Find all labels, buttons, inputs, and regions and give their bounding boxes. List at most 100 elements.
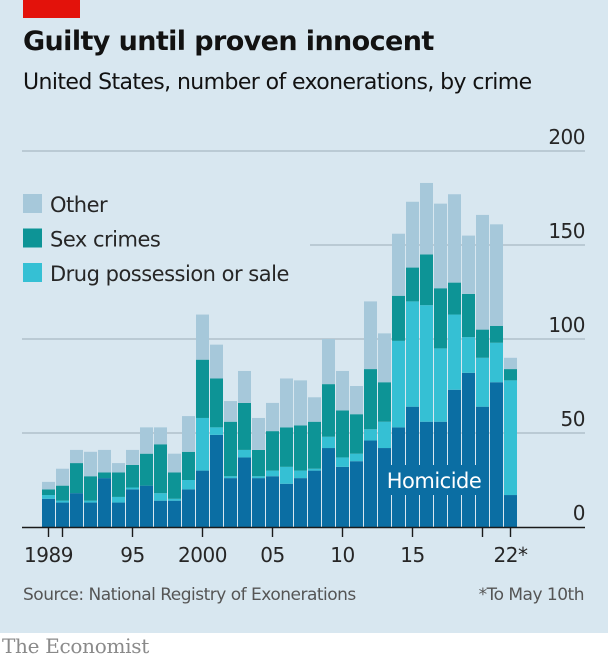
bar-segment-drug-2020	[476, 357, 489, 407]
footnote: *To May 10th	[478, 585, 585, 605]
bar-segment-drug-2017	[434, 348, 447, 422]
bar-segment-sex-2013	[378, 382, 391, 422]
bar-segment-sex-1993	[98, 472, 111, 479]
bar-segment-sex-2020	[476, 329, 489, 358]
bar-segment-sex-2016	[420, 254, 433, 306]
bar-segment-sex-1992	[84, 476, 97, 501]
bar-2016	[420, 182, 433, 527]
bar-segment-sex-2014	[392, 295, 405, 341]
bar-segment-sex-2009	[322, 384, 335, 437]
bar-2005	[266, 402, 279, 527]
bar-segment-homicide-2005	[266, 476, 279, 527]
bar-segment-homicide-1997	[154, 500, 167, 527]
bar-segment-homicide-1993	[98, 478, 111, 527]
bar-2000	[196, 314, 209, 527]
bar-segment-other-2016	[420, 182, 433, 255]
bar-segment-sex-1997	[154, 444, 167, 494]
bar-segment-other-1990	[56, 468, 69, 486]
legend-swatch-sex	[23, 228, 42, 248]
bar-segment-drug-2006	[280, 466, 293, 484]
bar-segment-sex-2004	[252, 449, 265, 477]
bar-segment-homicide-2019	[462, 372, 475, 527]
bar-segment-drug-2013	[378, 421, 391, 449]
bar-segment-other-1997	[154, 427, 167, 445]
bar-segment-other-2011	[350, 386, 363, 415]
bar-segment-drug-2000	[196, 417, 209, 471]
bar-segment-homicide-1994	[112, 502, 125, 527]
bar-segment-drug-2007	[294, 470, 307, 479]
bar-segment-drug-1994	[112, 496, 125, 503]
homicide-label: Homicide	[387, 469, 482, 493]
y-tick-label-0: 0	[573, 501, 585, 525]
bar-segment-sex-1989	[42, 489, 55, 496]
bar-segment-other-2003	[238, 370, 251, 403]
bar-segment-other-2009	[322, 339, 335, 385]
bar-segment-drug-1997	[154, 493, 167, 501]
y-tick-label-100: 100	[548, 313, 585, 337]
brand-red-tag	[23, 0, 80, 18]
y-axis-labels: 0 50 100 150 200	[548, 125, 585, 525]
bar-segment-other-2013	[378, 333, 391, 383]
bar-segment-other-2004	[252, 417, 265, 450]
x-tick-label-2010: 10	[330, 543, 354, 567]
bar-segment-sex-1996	[140, 453, 153, 486]
bar-segment-sex-2005	[266, 431, 279, 471]
x-tick-label-2015: 15	[400, 543, 424, 567]
x-axis	[22, 526, 585, 537]
bar-1999	[182, 416, 195, 527]
bar-segment-other-1991	[70, 449, 83, 464]
x-tick-label-1989: 1989	[24, 543, 73, 567]
bar-segment-other-2020	[476, 214, 489, 330]
bar-segment-drug-1995	[126, 487, 139, 490]
source-note: Source: National Registry of Exoneration…	[23, 585, 356, 605]
bar-segment-other-2005	[266, 402, 279, 432]
x-tick-label-2022: 22*	[494, 543, 528, 567]
bar-segment-homicide-2006	[280, 483, 293, 527]
bar-segment-homicide-2022	[504, 495, 517, 527]
bar-1991	[70, 449, 83, 527]
bar-segment-homicide-1992	[84, 502, 97, 527]
bar-segment-other-2006	[280, 378, 293, 428]
bar-segment-drug-1989	[42, 495, 55, 499]
stacked-bar-chart: 0 50 100 150 200 Homicide 1989 95 2000 05 10 15 22…	[22, 125, 586, 567]
bar-segment-homicide-2004	[252, 478, 265, 527]
bar-segment-drug-2001	[210, 427, 223, 435]
bar-segment-drug-2012	[364, 429, 377, 441]
bar-segment-homicide-2008	[308, 470, 321, 527]
bar-segment-homicide-2011	[350, 461, 363, 527]
bar-segment-homicide-1990	[56, 502, 69, 527]
bar-segment-homicide-2000	[196, 470, 209, 527]
bar-segment-sex-2000	[196, 359, 209, 418]
bar-2001	[210, 344, 223, 527]
bar-1997	[154, 427, 167, 527]
bar-segment-other-2019	[462, 235, 475, 294]
bar-segment-other-2012	[364, 301, 377, 370]
bar-segment-sex-2019	[462, 293, 475, 338]
bar-1994	[112, 463, 125, 527]
bar-segment-homicide-2012	[364, 440, 377, 527]
y-tick-label-200: 200	[548, 125, 585, 149]
bar-segment-other-2001	[210, 344, 223, 379]
bar-segment-other-2022	[504, 357, 517, 370]
bar-1996	[140, 427, 153, 527]
bar-segment-other-1995	[126, 449, 139, 465]
bar-2007	[294, 380, 307, 527]
bar-segment-other-1998	[168, 453, 181, 473]
bar-segment-drug-1999	[182, 480, 195, 490]
bar-segment-homicide-1995	[126, 489, 139, 527]
bar-segment-other-2010	[336, 370, 349, 411]
bar-segment-drug-1992	[84, 500, 97, 503]
bar-segment-sex-2010	[336, 410, 349, 458]
bar-segment-homicide-2009	[322, 448, 335, 527]
bar-segment-sex-2011	[350, 414, 363, 454]
bar-segment-sex-1994	[112, 472, 125, 497]
bar-2002	[224, 401, 237, 527]
bar-segment-other-2018	[448, 194, 461, 283]
bar-1993	[98, 449, 111, 527]
bar-segment-sex-1998	[168, 472, 181, 499]
bar-segment-homicide-1996	[140, 485, 153, 527]
bar-segment-other-2014	[392, 233, 405, 296]
x-axis-labels: 1989 95 2000 05 10 15 22*	[24, 543, 528, 567]
bar-2011	[350, 386, 363, 527]
bar-1990	[56, 468, 69, 527]
